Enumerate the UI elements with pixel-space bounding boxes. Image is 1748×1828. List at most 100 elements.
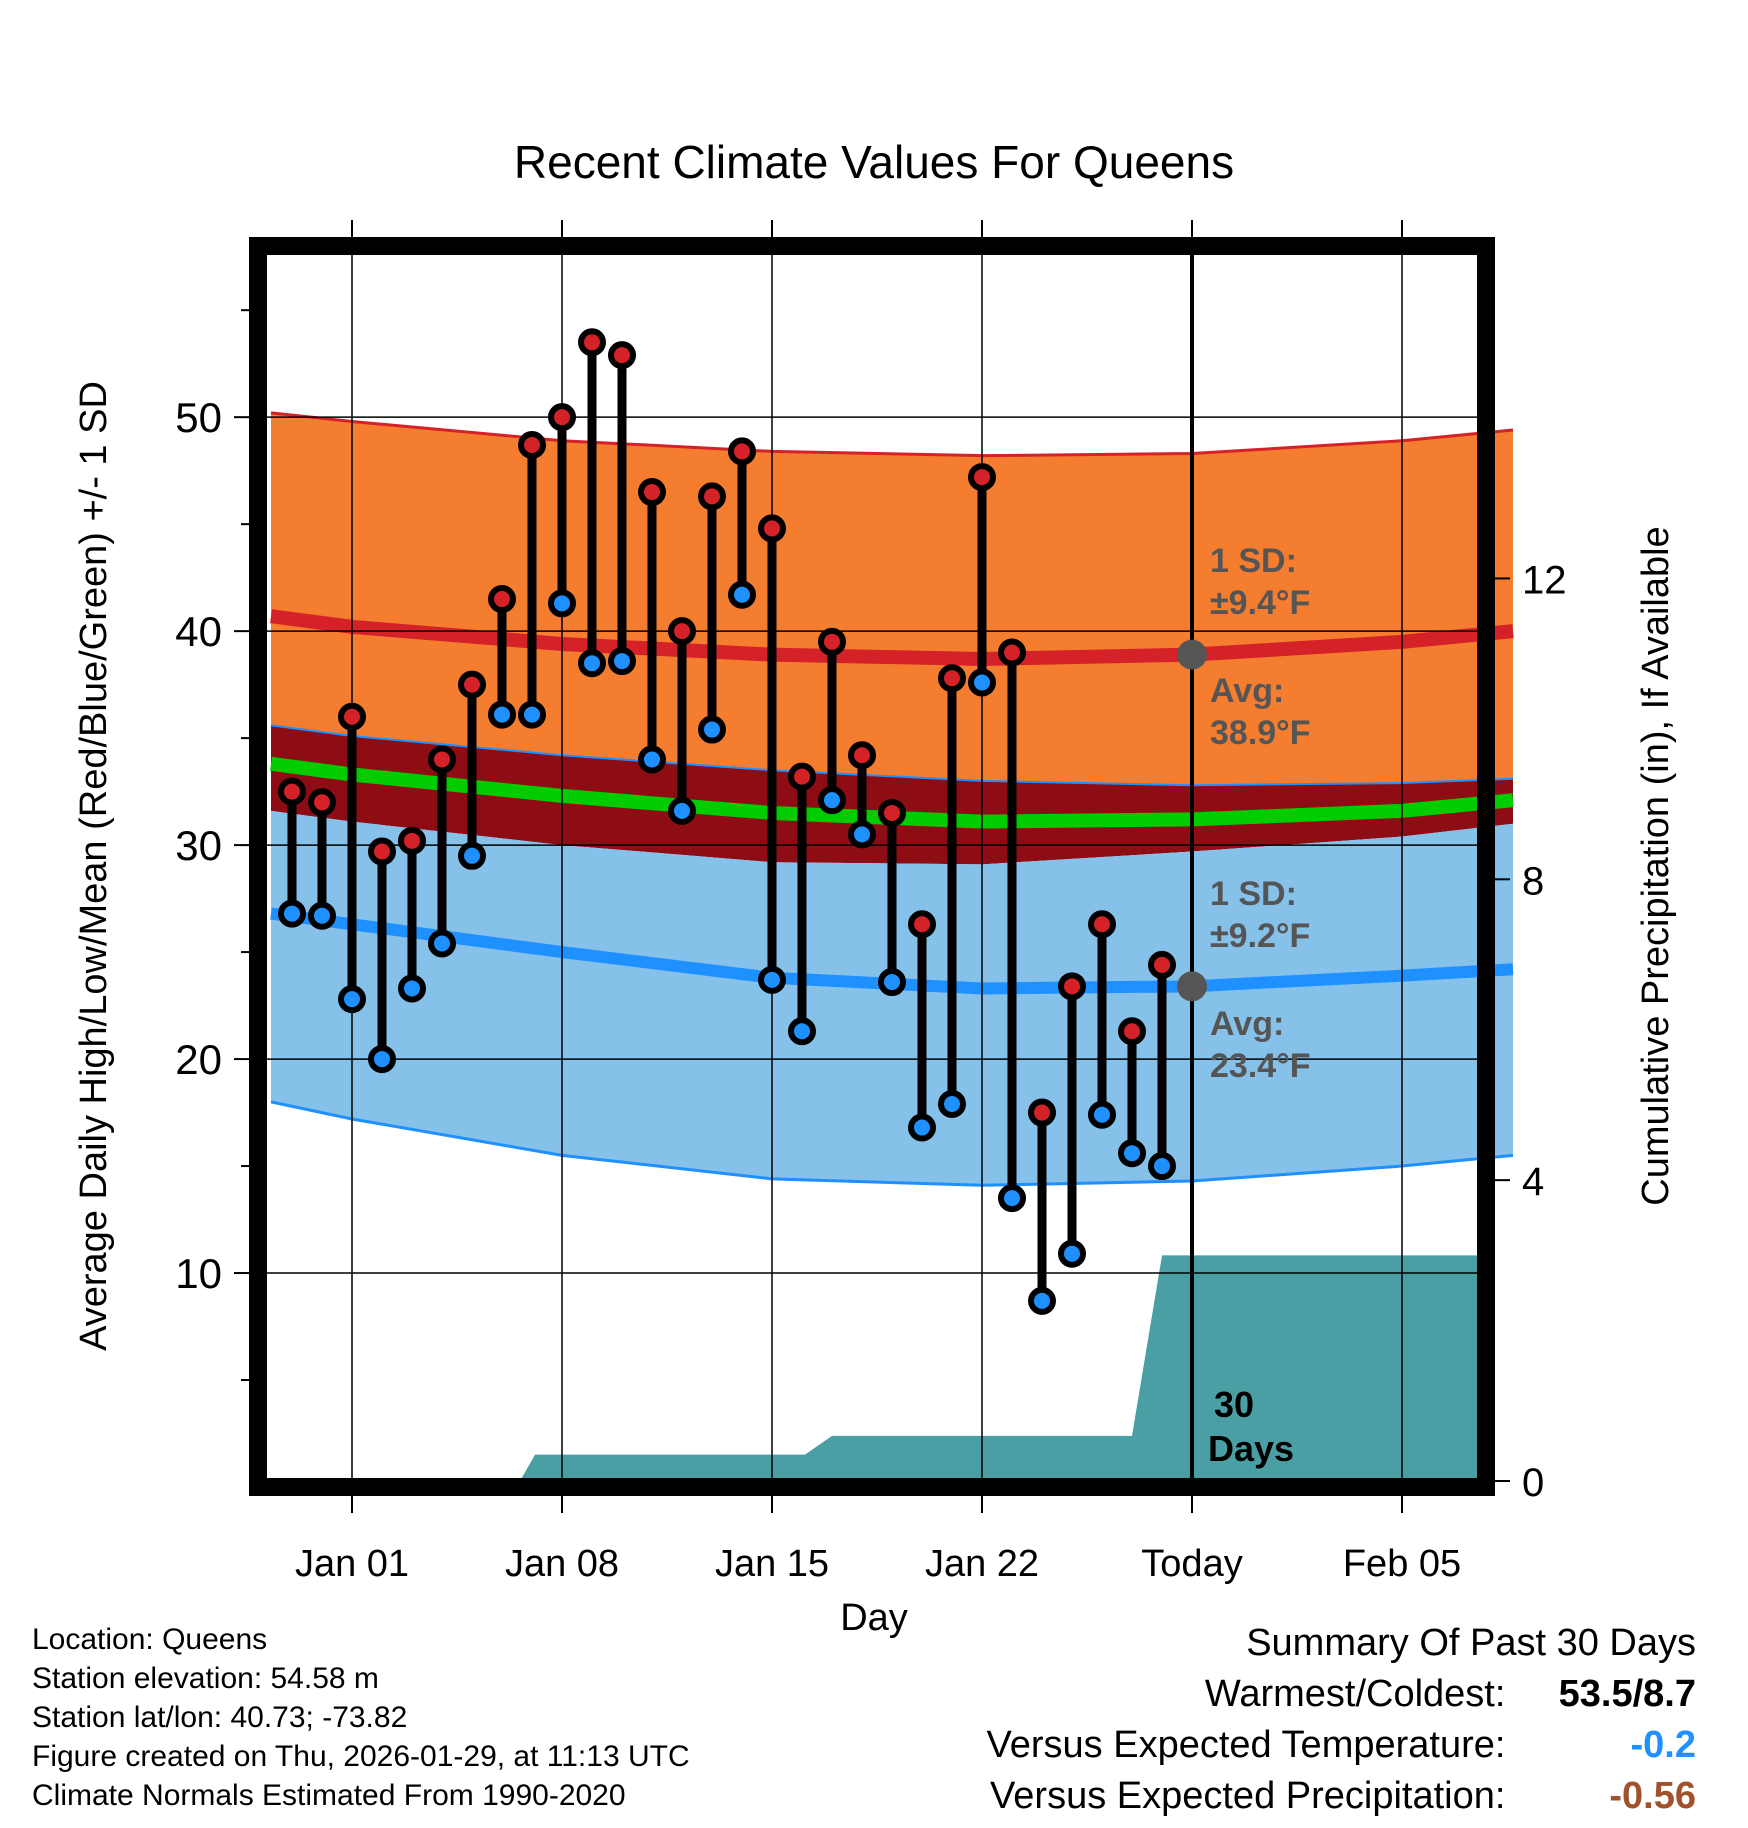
obs-low-point — [1028, 1286, 1056, 1315]
obs-high-point — [938, 664, 966, 693]
today-low-avg-marker — [1177, 971, 1207, 1002]
obs-high-point — [1058, 972, 1086, 1001]
obs-low-point — [308, 901, 336, 930]
low-avg-line — [270, 907, 1514, 995]
today-high-avg-marker — [1177, 639, 1207, 670]
precip-anomaly-value: -0.56 — [1609, 1775, 1696, 1817]
obs-low-point — [488, 700, 516, 729]
obs-high-point — [728, 437, 756, 466]
x-tick-label: Jan 08 — [505, 1543, 619, 1585]
obs-high-point — [1118, 1017, 1146, 1046]
obs-low-point — [908, 1113, 936, 1142]
x-tick-label: Feb 05 — [1343, 1543, 1461, 1585]
plot-frame — [249, 237, 1495, 1496]
y-tick-label: 10 — [175, 1250, 222, 1297]
location-text: Location: Queens — [32, 1623, 268, 1656]
y2-axis-label: Cumulative Precipitation (in), If Availa… — [1635, 526, 1677, 1205]
obs-high-point — [278, 777, 306, 806]
y2-tick-label: 8 — [1522, 859, 1544, 903]
low-minus-sd-line — [270, 1100, 1514, 1187]
low-avg-label: Avg: — [1210, 1005, 1284, 1043]
precip-anomaly-label: Versus Expected Precipitation: — [990, 1775, 1506, 1817]
high-plus-sd-line — [270, 411, 1514, 458]
obs-low-point — [548, 589, 576, 618]
normals-text: Climate Normals Estimated From 1990-2020 — [32, 1779, 626, 1812]
obs-high-point — [878, 799, 906, 828]
obs-high-point — [428, 745, 456, 774]
obs-low-point — [368, 1045, 396, 1074]
y-tick-label: 50 — [175, 394, 222, 441]
precip-days-label: 30 — [1214, 1384, 1254, 1425]
elevation-text: Station elevation: 54.58 m — [32, 1662, 379, 1695]
obs-low-point — [428, 929, 456, 958]
x-tick-label: Jan 01 — [295, 1543, 409, 1585]
obs-high-point — [698, 482, 726, 511]
high-minus-sd-line — [270, 724, 1514, 787]
high-avg-label: Avg: — [1210, 672, 1284, 710]
summary-panel: Summary Of Past 30 Days Warmest/Coldest:… — [987, 1618, 1696, 1822]
y-tick-label: 40 — [175, 608, 222, 655]
obs-high-point — [668, 617, 696, 646]
obs-low-point — [458, 841, 486, 870]
obs-low-point — [1058, 1239, 1086, 1268]
obs-high-point — [788, 762, 816, 791]
obs-high-point — [848, 741, 876, 770]
y2-tick-label: 4 — [1522, 1160, 1544, 1204]
obs-low-point — [848, 820, 876, 849]
obs-high-point — [1088, 910, 1116, 939]
obs-low-point — [728, 580, 756, 609]
obs-high-point — [908, 910, 936, 939]
obs-low-point — [968, 668, 996, 697]
obs-low-point — [398, 974, 426, 1003]
obs-low-point — [818, 786, 846, 815]
obs-high-point — [338, 702, 366, 731]
y-axis-label: Average Daily High/Low/Mean (Red/Blue/Gr… — [73, 381, 115, 1351]
summary-title: Summary Of Past 30 Days — [1246, 1622, 1696, 1664]
x-tick-label: Today — [1141, 1543, 1242, 1585]
obs-low-point — [1088, 1100, 1116, 1129]
low-sd-label: 1 SD: — [1210, 875, 1297, 913]
obs-high-point — [1028, 1098, 1056, 1127]
obs-low-point — [878, 968, 906, 997]
warm-cold-label: Warmest/Coldest: — [1204, 1673, 1506, 1715]
mean-avg-line — [270, 756, 1514, 829]
low-avg-value: 23.4°F — [1210, 1047, 1311, 1085]
obs-low-point — [668, 796, 696, 825]
obs-high-point — [638, 478, 666, 507]
obs-low-point — [758, 965, 786, 994]
obs-high-point — [968, 463, 996, 492]
precip-days-unit: Days — [1208, 1428, 1294, 1469]
high-sd-label: 1 SD: — [1210, 542, 1297, 580]
obs-high-point — [578, 328, 606, 357]
obs-low-point — [788, 1017, 816, 1046]
high-sd-band — [271, 412, 1513, 786]
obs-high-point — [548, 403, 576, 432]
x-tick-label: Jan 15 — [715, 1543, 829, 1585]
y-tick-label: 20 — [175, 1036, 222, 1083]
obs-high-point — [1148, 950, 1176, 979]
high-sd-value: ±9.4°F — [1210, 584, 1310, 622]
obs-low-point — [1148, 1152, 1176, 1181]
summary-precip-row: Versus Expected Precipitation: -0.56 — [987, 1771, 1696, 1822]
obs-low-point — [698, 715, 726, 744]
obs-high-point — [608, 341, 636, 370]
obs-high-point — [518, 430, 546, 459]
obs-low-point — [998, 1184, 1026, 1213]
temp-anomaly-value: -0.2 — [1630, 1724, 1696, 1766]
mean-band — [271, 725, 1513, 865]
high-avg-value: 38.9°F — [1210, 714, 1311, 752]
obs-low-point — [338, 985, 366, 1014]
obs-low-point — [1118, 1139, 1146, 1168]
high-avg-line — [270, 609, 1514, 666]
obs-high-point — [398, 826, 426, 855]
obs-low-point — [638, 745, 666, 774]
y-tick-label: 30 — [175, 822, 222, 869]
temp-anomaly-label: Versus Expected Temperature: — [986, 1724, 1506, 1766]
created-text: Figure created on Thu, 2026-01-29, at 11… — [32, 1740, 690, 1773]
y2-tick-label: 0 — [1522, 1461, 1544, 1505]
obs-low-point — [278, 899, 306, 928]
obs-high-point — [458, 670, 486, 699]
obs-high-point — [818, 627, 846, 656]
obs-low-point — [578, 649, 606, 678]
obs-high-point — [368, 837, 396, 866]
